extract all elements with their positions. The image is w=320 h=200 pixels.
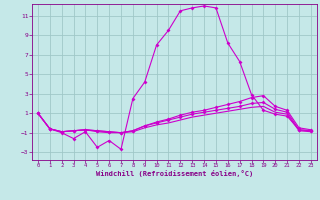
X-axis label: Windchill (Refroidissement éolien,°C): Windchill (Refroidissement éolien,°C) (96, 170, 253, 177)
